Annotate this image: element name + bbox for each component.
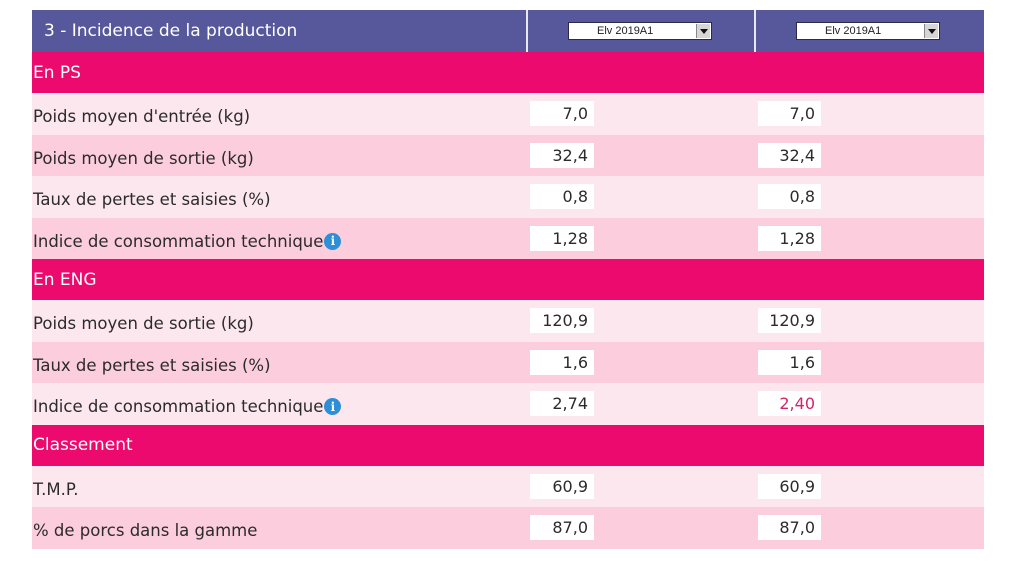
value-field[interactable]: 120,9 [530,308,594,334]
column-2-header: Elv 2019A1 [756,10,984,52]
table-row: Indice de consommation technique i 2,74 … [32,383,984,425]
farm-select-2-value: Elv 2019A1 [825,25,882,37]
section-classement: Classement [32,424,984,466]
value-field[interactable]: 32,4 [758,142,821,168]
value-field[interactable]: 60,9 [530,473,594,499]
table-row: Poids moyen d'entrée (kg) 7,0 7,0 [32,93,984,135]
header-divider [526,10,528,52]
production-incidence-panel: 3 - Incidence de la production Elv 2019A… [32,10,984,549]
row-label: Poids moyen de sortie (kg) [33,148,254,168]
info-icon[interactable]: i [324,398,342,416]
table-row: Poids moyen de sortie (kg) 32,4 32,4 [32,134,984,176]
value-field[interactable]: 7,0 [530,101,594,127]
farm-select-1[interactable]: Elv 2019A1 [568,22,712,40]
table-row: Indice de consommation technique i 1,28 … [32,217,984,259]
value-field[interactable]: 0,8 [758,184,821,210]
value-field[interactable]: 87,0 [530,515,594,541]
value-field[interactable]: 120,9 [758,308,821,334]
section-ps: En PS [32,52,984,93]
value-field[interactable]: 60,9 [758,473,821,499]
row-label: T.M.P. [33,479,79,499]
value-field[interactable]: 1,28 [530,225,594,251]
table-row: Poids moyen de sortie (kg) 120,9 120,9 [32,300,984,342]
table-row: Taux de pertes et saisies (%) 1,6 1,6 [32,341,984,383]
value-field[interactable]: 2,74 [530,391,594,417]
value-field[interactable]: 7,0 [758,101,821,127]
table-row: % de porcs dans la gamme 87,0 87,0 [32,507,984,549]
row-label: Indice de consommation technique [33,397,324,417]
row-label-with-info: Indice de consommation technique i [32,226,526,251]
row-label: Indice de consommation technique [33,231,324,251]
panel-title: 3 - Incidence de la production [32,10,526,52]
value-field[interactable]: 1,6 [530,349,594,375]
row-label: % de porcs dans la gamme [33,521,258,541]
row-label: Taux de pertes et saisies (%) [33,355,271,375]
farm-select-2[interactable]: Elv 2019A1 [796,22,940,40]
info-icon[interactable]: i [324,232,342,250]
row-label: Poids moyen de sortie (kg) [33,314,254,334]
row-label-with-info: Indice de consommation technique i [32,391,526,416]
column-1-header: Elv 2019A1 [528,10,754,52]
value-field[interactable]: 87,0 [758,515,821,541]
chevron-down-icon[interactable] [696,24,710,38]
value-field[interactable]: 32,4 [530,142,594,168]
value-field[interactable]: 1,28 [758,225,821,251]
header-divider [754,10,756,52]
value-field-highlighted[interactable]: 2,40 [758,391,821,417]
value-field[interactable]: 1,6 [758,349,821,375]
table-row: Taux de pertes et saisies (%) 0,8 0,8 [32,176,984,218]
panel-header: 3 - Incidence de la production Elv 2019A… [32,10,984,52]
chevron-down-icon[interactable] [924,24,938,38]
row-label: Poids moyen d'entrée (kg) [33,107,251,127]
table-row: T.M.P. 60,9 60,9 [32,465,984,507]
value-field[interactable]: 0,8 [530,184,594,210]
row-label: Taux de pertes et saisies (%) [33,190,271,210]
farm-select-1-value: Elv 2019A1 [597,25,654,37]
section-eng: En ENG [32,259,984,300]
